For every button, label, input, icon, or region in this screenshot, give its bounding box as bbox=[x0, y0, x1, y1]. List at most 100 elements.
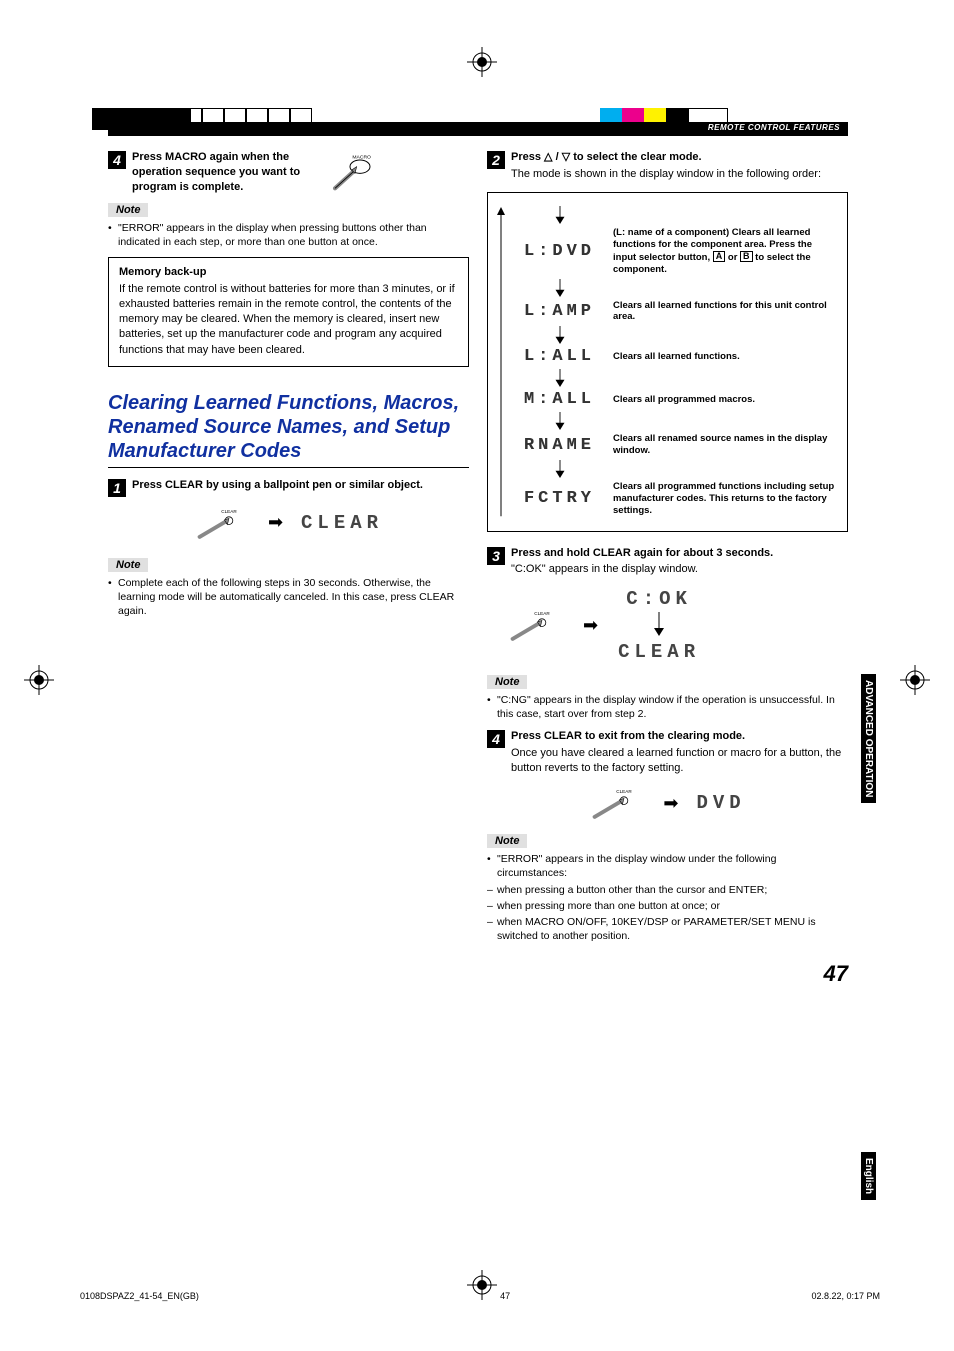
right-note4: "ERROR" appears in the display window un… bbox=[487, 852, 848, 880]
diagram-row: M:ALL Clears all programmed macros. bbox=[512, 390, 837, 409]
step-body: "C:OK" appears in the display window. bbox=[511, 562, 848, 577]
down-arrow-icon bbox=[512, 411, 607, 431]
note-item: when MACRO ON/OFF, 10KEY/DSP or PARAMETE… bbox=[487, 915, 848, 943]
note-item: "C:NG" appears in the display window if … bbox=[487, 693, 848, 721]
diagram-desc: Clears all programmed macros. bbox=[613, 394, 837, 406]
footer-mid: 47 bbox=[500, 1291, 510, 1301]
right-column: 2 Press △ / ▽ to select the clear mode. … bbox=[487, 146, 848, 945]
macro-button-icon: MACRO bbox=[330, 150, 380, 194]
side-tab-lang: English bbox=[861, 1152, 876, 1200]
step-text: Press CLEAR to exit from the clearing mo… bbox=[511, 729, 848, 744]
clear-button-icon: CLEAR bbox=[589, 786, 645, 820]
svg-text:CLEAR: CLEAR bbox=[617, 789, 633, 794]
diagram-desc: Clears all learned functions. bbox=[613, 351, 837, 363]
diagram-glyph: FCTRY bbox=[512, 489, 607, 508]
arrow-icon: ➡ bbox=[583, 615, 598, 636]
clear-button-icon: CLEAR bbox=[507, 608, 563, 642]
header-bar: REMOTE CONTROL FEATURES bbox=[108, 122, 848, 136]
note-label: Note bbox=[487, 834, 527, 848]
right-step3: 3 Press and hold CLEAR again for about 3… bbox=[487, 546, 848, 578]
step-number: 3 bbox=[487, 547, 505, 565]
step-text: Press CLEAR by using a ballpoint pen or … bbox=[132, 478, 469, 493]
box-body: If the remote control is without batteri… bbox=[119, 282, 458, 358]
step-text: Press and hold CLEAR again for about 3 s… bbox=[511, 546, 848, 561]
left-step1: 1 Press CLEAR by using a ballpoint pen o… bbox=[108, 478, 469, 496]
note-item: "ERROR" appears in the display when pres… bbox=[108, 221, 469, 249]
note-item: Complete each of the following steps in … bbox=[108, 576, 469, 619]
macro-label: MACRO bbox=[352, 154, 371, 160]
note-item: when pressing a button other than the cu… bbox=[487, 883, 848, 897]
left-note2: Complete each of the following steps in … bbox=[108, 576, 469, 619]
note-item: "ERROR" appears in the display window un… bbox=[487, 852, 848, 880]
footer-right: 02.8.22, 0:17 PM bbox=[811, 1291, 880, 1301]
section-title: Clearing Learned Functions, Macros, Rena… bbox=[108, 391, 469, 468]
page-number: 47 bbox=[824, 961, 848, 987]
diagram-desc: (L: name of a component) Clears all lear… bbox=[613, 227, 837, 276]
arrow-icon: ➡ bbox=[268, 512, 283, 533]
note-item: when pressing more than one button at on… bbox=[487, 899, 848, 913]
down-arrow-icon bbox=[512, 325, 607, 345]
diagram-row: RNAME Clears all renamed source names in … bbox=[512, 433, 837, 457]
clear-mode-diagram: L:DVD (L: name of a component) Clears all… bbox=[487, 192, 848, 532]
box-title: Memory back-up bbox=[119, 266, 458, 278]
down-arrow-icon bbox=[512, 205, 607, 225]
step-body: Once you have cleared a learned function… bbox=[511, 746, 848, 776]
side-tab-advanced: ADVANCED OPERATION bbox=[861, 674, 876, 803]
note4-dash-list: when pressing a button other than the cu… bbox=[487, 883, 848, 944]
left-note1: "ERROR" appears in the display when pres… bbox=[108, 221, 469, 249]
diagram-desc: Clears all learned functions for this un… bbox=[613, 300, 837, 324]
right-step2: 2 Press △ / ▽ to select the clear mode. … bbox=[487, 150, 848, 182]
diagram-row: L:DVD (L: name of a component) Clears all… bbox=[512, 227, 837, 276]
step2-body: The mode is shown in the display window … bbox=[511, 167, 848, 182]
down-arrow-icon bbox=[649, 610, 669, 636]
down-arrow-icon bbox=[512, 278, 607, 298]
diagram-glyph: M:ALL bbox=[512, 390, 607, 409]
crosshair-top bbox=[467, 47, 497, 82]
left-step4: 4 Press MACRO again when the operation s… bbox=[108, 150, 469, 195]
svg-text:CLEAR: CLEAR bbox=[221, 509, 237, 514]
diagram-glyph: L:DVD bbox=[512, 242, 607, 261]
step-number: 4 bbox=[487, 730, 505, 748]
right-note3: "C:NG" appears in the display window if … bbox=[487, 693, 848, 721]
left-column: 4 Press MACRO again when the operation s… bbox=[108, 146, 469, 945]
step4r-diagram: CLEAR ➡ DVD bbox=[487, 786, 848, 820]
display-text: C:OK bbox=[618, 588, 700, 610]
diagram-glyph: RNAME bbox=[512, 436, 607, 455]
display-text: CLEAR bbox=[301, 512, 383, 534]
diagram-row: FCTRY Clears all programmed functions inc… bbox=[512, 481, 837, 517]
clear-diagram-1: CLEAR ➡ CLEAR bbox=[108, 506, 469, 540]
up-icon: △ bbox=[544, 151, 552, 163]
note-label: Note bbox=[108, 203, 148, 217]
display-text: CLEAR bbox=[618, 641, 700, 663]
crosshair-right bbox=[900, 665, 930, 700]
diagram-glyph: L:AMP bbox=[512, 302, 607, 321]
right-step4: 4 Press CLEAR to exit from the clearing … bbox=[487, 729, 848, 776]
step-text: Press MACRO again when the operation seq… bbox=[132, 150, 322, 195]
display-text: DVD bbox=[696, 792, 745, 814]
step-number: 1 bbox=[108, 479, 126, 497]
down-icon: ▽ bbox=[562, 151, 570, 163]
diagram-desc: Clears all programmed functions includin… bbox=[613, 481, 837, 517]
note-label: Note bbox=[108, 558, 148, 572]
header-label: REMOTE CONTROL FEATURES bbox=[708, 123, 840, 132]
diagram-glyph: L:ALL bbox=[512, 347, 607, 366]
down-arrow-icon bbox=[512, 459, 607, 479]
diagram-desc: Clears all renamed source names in the d… bbox=[613, 433, 837, 457]
diagram-row: L:ALL Clears all learned functions. bbox=[512, 347, 837, 366]
page-content: REMOTE CONTROL FEATURES 4 Press MACRO ag… bbox=[108, 122, 848, 945]
down-arrow-icon bbox=[512, 368, 607, 388]
memory-backup-box: Memory back-up If the remote control is … bbox=[108, 257, 469, 367]
step-number: 2 bbox=[487, 151, 505, 169]
step-number: 4 bbox=[108, 151, 126, 169]
footer: 0108DSPAZ2_41-54_EN(GB) 47 02.8.22, 0:17… bbox=[80, 1291, 880, 1301]
note-label: Note bbox=[487, 675, 527, 689]
footer-left: 0108DSPAZ2_41-54_EN(GB) bbox=[80, 1291, 199, 1301]
clear-button-icon: CLEAR bbox=[194, 506, 250, 540]
diagram-row: L:AMP Clears all learned functions for th… bbox=[512, 300, 837, 324]
svg-text:CLEAR: CLEAR bbox=[534, 611, 550, 616]
step2-line: Press △ / ▽ to select the clear mode. bbox=[511, 150, 848, 165]
step3-diagram: CLEAR ➡ C:OK CLEAR bbox=[507, 588, 848, 663]
arrow-icon: ➡ bbox=[663, 793, 678, 814]
loop-arrow-icon bbox=[494, 201, 508, 523]
crosshair-left bbox=[24, 665, 54, 700]
